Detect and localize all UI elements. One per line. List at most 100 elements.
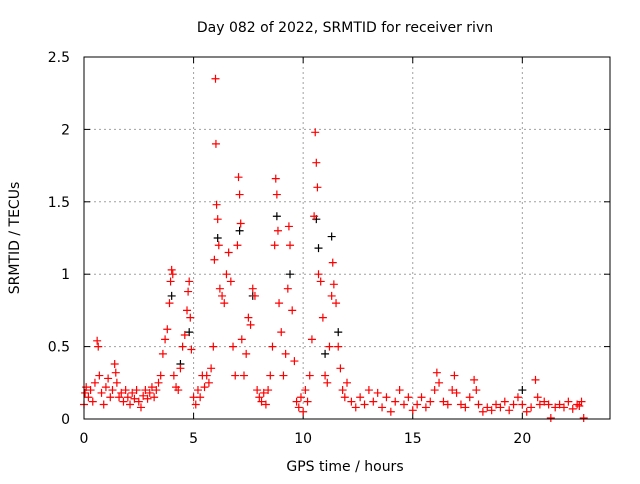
data-point-primary — [86, 386, 95, 395]
data-point-primary — [299, 407, 308, 416]
data-point-primary — [210, 255, 219, 264]
data-point-primary — [316, 277, 325, 286]
data-point-primary — [211, 139, 220, 148]
data-point-primary — [130, 394, 139, 403]
y-axis-label: SRMTID / TECUs — [7, 182, 23, 295]
data-point-primary — [369, 397, 378, 406]
data-point-primary — [187, 345, 196, 354]
data-point-primary — [143, 394, 152, 403]
data-point-primary — [158, 349, 167, 358]
data-point-primary — [533, 393, 542, 402]
data-point-secondary — [167, 291, 176, 300]
data-point-primary — [226, 277, 235, 286]
data-point-secondary — [286, 270, 295, 279]
data-point-primary — [111, 368, 120, 377]
data-point-primary — [167, 265, 176, 274]
data-point-primary — [564, 397, 573, 406]
data-point-primary — [546, 414, 555, 422]
data-point-primary — [255, 393, 264, 402]
data-point-primary — [432, 368, 441, 377]
data-point-primary — [211, 74, 220, 83]
data-point-primary — [112, 378, 121, 387]
data-point-primary — [106, 393, 115, 402]
data-point-primary — [325, 342, 334, 351]
data-point-primary — [246, 320, 255, 329]
chart-title: Day 082 of 2022, SRMTID for receiver riv… — [197, 20, 493, 36]
data-point-primary — [356, 393, 365, 402]
data-point-primary — [329, 280, 338, 289]
data-point-primary — [382, 393, 391, 402]
data-point-primary — [213, 215, 222, 224]
data-point-primary — [180, 331, 189, 340]
data-point-primary — [123, 393, 132, 402]
plot-frame — [83, 56, 611, 420]
x-tick-label: 20 — [513, 431, 531, 447]
data-point-secondary — [327, 232, 336, 241]
data-point-primary — [452, 388, 461, 397]
data-point-primary — [474, 400, 483, 409]
data-point-primary — [430, 386, 439, 395]
data-point-primary — [286, 241, 295, 250]
data-point-primary — [577, 397, 586, 406]
data-point-primary — [231, 371, 240, 380]
data-point-primary — [90, 378, 99, 387]
data-point-primary — [328, 258, 337, 267]
data-point-primary — [391, 397, 400, 406]
data-point-primary — [364, 386, 373, 395]
data-point-primary — [513, 393, 522, 402]
data-point-primary — [215, 284, 224, 293]
data-point-primary — [212, 200, 221, 209]
data-point-primary — [575, 401, 584, 410]
data-point-primary — [184, 287, 193, 296]
data-point-primary — [472, 386, 481, 395]
data-point-primary — [119, 397, 128, 406]
data-point-secondary — [334, 328, 343, 337]
data-point-primary — [207, 364, 216, 373]
data-point-primary — [139, 391, 148, 400]
data-point-primary — [161, 335, 170, 344]
y-tick-label: 2 — [61, 122, 70, 138]
data-point-primary — [505, 406, 514, 415]
data-point-primary — [214, 241, 223, 250]
data-point-primary — [294, 403, 303, 412]
data-point-primary — [152, 386, 161, 395]
data-point-primary — [183, 306, 192, 315]
data-point-primary — [305, 371, 314, 380]
data-point-primary — [115, 393, 124, 402]
data-point-primary — [166, 277, 175, 286]
data-point-primary — [128, 388, 137, 397]
data-point-primary — [332, 299, 341, 308]
data-point-primary — [492, 400, 501, 409]
data-point-primary — [141, 386, 150, 395]
data-point-primary — [88, 397, 97, 406]
data-point-primary — [559, 403, 568, 412]
ticks: 0 5 10 15 20 0 0.5 1 1.5 2 2.5 — [48, 50, 610, 447]
data-point-primary — [360, 400, 369, 409]
data-point-primary — [261, 400, 270, 409]
data-point-primary — [527, 403, 536, 412]
data-point-primary — [313, 183, 322, 192]
x-tick-label: 15 — [404, 431, 422, 447]
data-point-primary — [273, 226, 282, 235]
data-point-primary — [347, 397, 356, 406]
data-point-primary — [165, 299, 174, 308]
data-point-primary — [271, 174, 280, 183]
data-point-secondary — [272, 212, 281, 221]
data-point-secondary — [518, 386, 527, 395]
data-point-primary — [343, 378, 351, 387]
y-tick-label: 2.5 — [48, 50, 70, 66]
data-point-primary — [253, 386, 262, 395]
data-point-primary — [204, 378, 213, 387]
data-point-primary — [117, 388, 126, 397]
y-tick-label: 1.5 — [48, 195, 70, 211]
data-point-primary — [500, 397, 509, 406]
data-point-secondary — [314, 244, 323, 253]
data-point-primary — [426, 397, 435, 406]
y-tick-label: 1 — [61, 267, 70, 283]
data-point-primary — [456, 400, 465, 409]
data-point-primary — [196, 393, 205, 402]
data-point-primary — [168, 270, 177, 279]
data-point-primary — [386, 407, 395, 416]
data-point-primary — [551, 403, 560, 412]
data-point-primary — [99, 400, 108, 409]
